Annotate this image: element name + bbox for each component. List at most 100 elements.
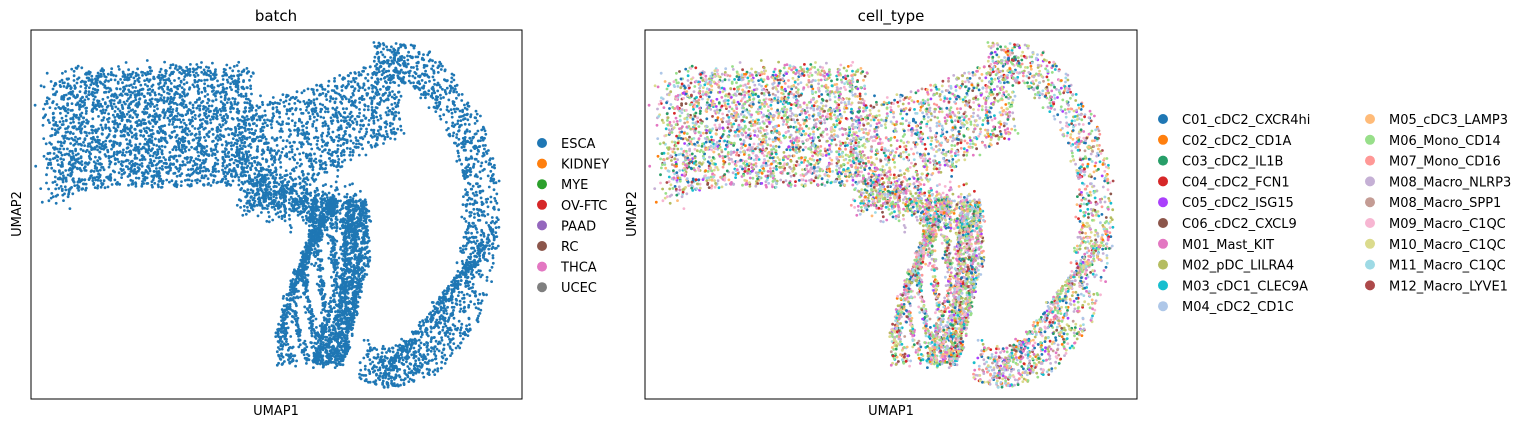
batch-point — [442, 96, 445, 99]
batch-point — [221, 86, 225, 89]
batch-point — [368, 65, 372, 68]
batch-point — [487, 247, 491, 251]
batch-point — [176, 112, 180, 115]
batch-point — [124, 92, 127, 96]
batch-point — [374, 379, 378, 382]
batch-point — [197, 87, 201, 91]
batch-point — [417, 344, 421, 348]
batch-point — [221, 82, 225, 86]
batch-point — [202, 176, 206, 180]
batch-point — [225, 165, 229, 168]
batch-point — [439, 117, 443, 121]
batch-point — [480, 203, 484, 207]
batch-point — [189, 158, 193, 162]
batch-point — [169, 105, 173, 109]
batch-point — [204, 174, 208, 178]
batch-point — [473, 199, 477, 203]
batch-point — [111, 113, 115, 117]
batch-point — [245, 86, 249, 89]
batch-point — [128, 162, 132, 165]
batch-point — [448, 340, 452, 344]
batch-point — [264, 114, 267, 117]
batch-point — [359, 368, 363, 372]
batch-point — [285, 155, 289, 159]
batch-point — [140, 162, 144, 165]
batch-point — [244, 129, 247, 133]
batch-point — [252, 116, 256, 120]
batch-point — [203, 160, 207, 164]
batch-point — [125, 112, 129, 116]
batch-point — [140, 164, 144, 168]
batch-point — [178, 163, 182, 167]
batch-point — [99, 69, 103, 73]
batch-point — [71, 164, 75, 168]
batch-point — [231, 97, 235, 100]
batch-point — [394, 114, 398, 118]
batch-point — [398, 117, 402, 121]
batch-point — [186, 178, 190, 182]
batch-point — [375, 115, 378, 119]
batch-point — [147, 138, 151, 142]
batch-point — [441, 325, 445, 329]
batch-point — [95, 175, 99, 179]
batch-point — [203, 71, 207, 74]
batch-point — [223, 160, 226, 164]
batch-point — [80, 127, 84, 130]
batch-point — [84, 161, 88, 165]
batch-point — [64, 93, 68, 97]
batch-point — [56, 163, 60, 167]
batch-point — [125, 126, 129, 129]
batch-point — [492, 237, 496, 241]
batch-point — [461, 136, 465, 140]
batch-point — [391, 107, 395, 111]
batch-point — [143, 107, 146, 111]
batch-point — [157, 76, 161, 80]
batch-point — [333, 77, 336, 80]
batch-point — [289, 145, 292, 149]
batch-point — [296, 99, 300, 102]
batch-point — [484, 160, 488, 164]
batch-point — [125, 138, 128, 141]
batch-point — [357, 71, 361, 74]
batch-point — [393, 93, 396, 96]
batch-point — [333, 100, 337, 104]
batch-point — [367, 141, 370, 144]
batch-point — [345, 126, 349, 129]
batch-point — [456, 119, 460, 123]
batch-point — [82, 141, 85, 144]
batch-point — [287, 117, 290, 120]
batch-point — [374, 110, 377, 114]
batch-point — [248, 102, 252, 105]
batch-point — [474, 190, 478, 194]
batch-point — [464, 220, 468, 223]
batch-point — [353, 145, 357, 149]
batch-point — [152, 109, 156, 113]
batch-point — [238, 150, 241, 153]
batch-point — [88, 71, 92, 74]
batch-point — [450, 305, 454, 309]
batch-point — [490, 265, 494, 269]
batch-point — [212, 115, 216, 119]
batch-point — [157, 131, 161, 135]
batch-point — [72, 79, 76, 82]
batch-point — [163, 81, 167, 85]
batch-point — [273, 149, 276, 153]
batch-point — [245, 153, 249, 157]
batch-point — [221, 168, 224, 172]
batch-point — [182, 82, 186, 86]
batch-point — [293, 128, 296, 132]
batch-point — [80, 160, 84, 163]
batch-point — [91, 117, 95, 121]
batch-point — [491, 179, 495, 183]
batch-point — [75, 166, 79, 170]
batch-point — [245, 115, 249, 118]
batch-point — [168, 101, 172, 105]
batch-point — [146, 172, 150, 175]
batch-point — [34, 164, 38, 168]
batch-point — [426, 334, 430, 338]
batch-point — [199, 169, 202, 173]
batch-point — [312, 90, 315, 94]
batch-point — [252, 131, 256, 135]
batch-point — [52, 84, 56, 88]
batch-point — [42, 154, 46, 158]
